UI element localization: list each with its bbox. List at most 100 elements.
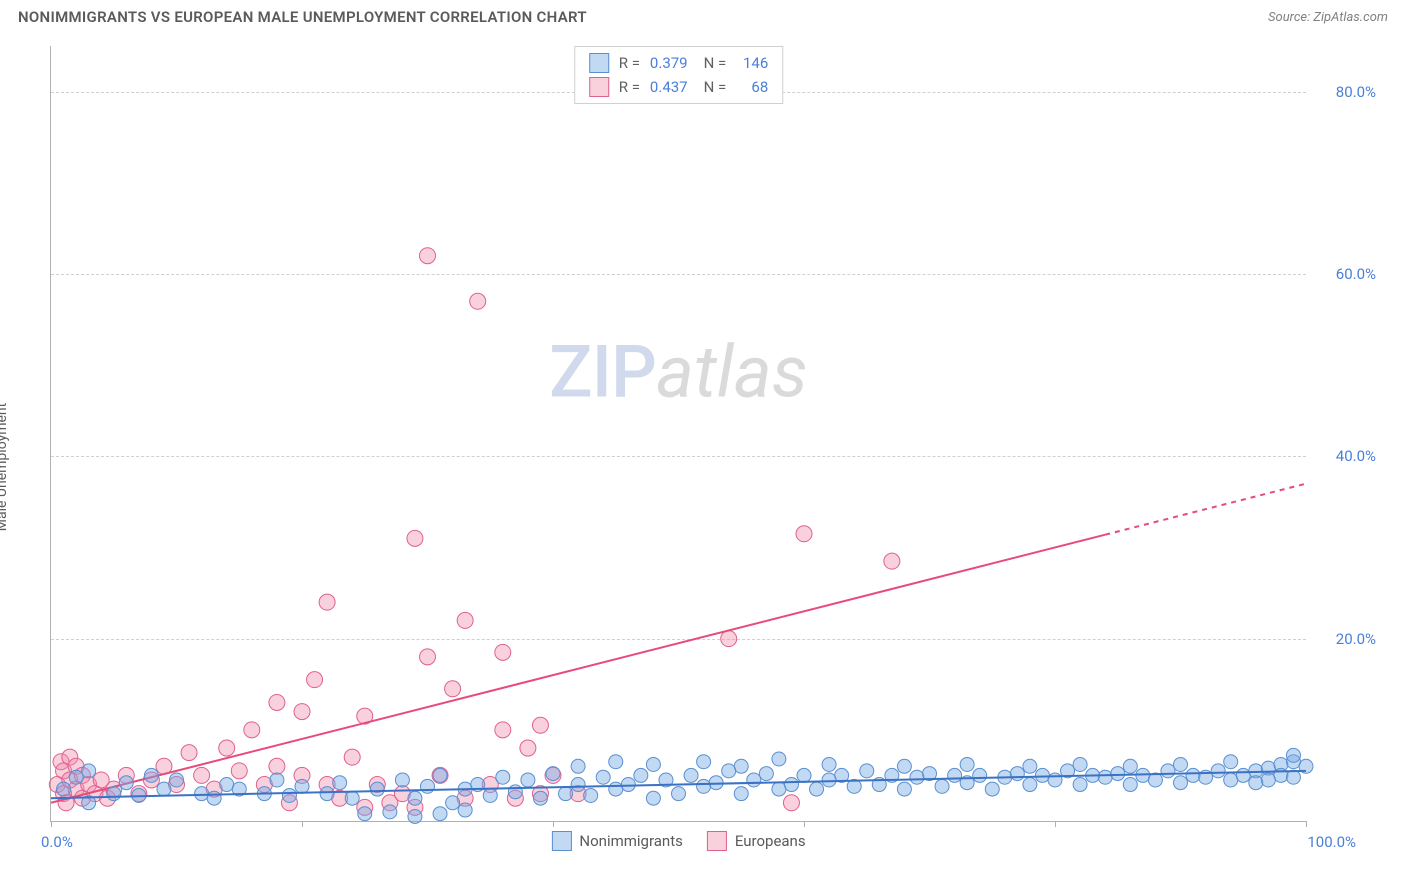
source-label: Source: ZipAtlas.com	[1268, 10, 1388, 25]
x-axis-min-label: 0.0%	[41, 833, 73, 851]
y-tick-label: 20.0%	[1316, 630, 1376, 648]
nonimmigrants-point	[722, 764, 736, 778]
nonimmigrants-point	[446, 796, 460, 810]
legend-series-label: Nonimmigrants	[579, 832, 682, 850]
nonimmigrants-point	[559, 787, 573, 801]
x-tick	[1055, 821, 1056, 827]
x-tick	[804, 821, 805, 827]
europeans-point	[445, 681, 461, 697]
nonimmigrants-point	[521, 773, 535, 787]
europeans-point	[344, 749, 360, 765]
y-tick-label: 60.0%	[1316, 265, 1376, 283]
x-tick	[553, 821, 554, 827]
nonimmigrants-point	[784, 778, 798, 792]
nonimmigrants-point	[672, 787, 686, 801]
europeans-point	[181, 745, 197, 761]
nonimmigrants-point	[960, 757, 974, 771]
nonimmigrants-point	[1286, 770, 1300, 784]
europeans-point	[319, 594, 335, 610]
nonimmigrants-point	[1161, 764, 1175, 778]
nonimmigrants-swatch	[589, 53, 609, 73]
nonimmigrants-point	[985, 782, 999, 796]
r-label: R =	[619, 78, 640, 96]
nonimmigrants-point	[282, 788, 296, 802]
chart-title: NONIMMIGRANTS VS EUROPEAN MALE UNEMPLOYM…	[18, 8, 587, 26]
nonimmigrants-point	[508, 785, 522, 799]
y-tick-label: 40.0%	[1316, 447, 1376, 465]
legend-series-item: Europeans	[707, 831, 806, 851]
nonimmigrants-point	[948, 768, 962, 782]
europeans-trendline-dashed	[1105, 484, 1306, 535]
nonimmigrants-point	[170, 773, 184, 787]
n-label: N =	[704, 54, 727, 72]
nonimmigrants-point	[584, 788, 598, 802]
nonimmigrants-point	[596, 770, 610, 784]
nonimmigrants-point	[1010, 767, 1024, 781]
nonimmigrants-point	[759, 767, 773, 781]
r-value: 0.379	[650, 54, 688, 72]
nonimmigrants-point	[383, 805, 397, 819]
nonimmigrants-point	[646, 757, 660, 771]
europeans-point	[884, 553, 900, 569]
europeans-point	[407, 530, 423, 546]
europeans-point	[269, 758, 285, 774]
nonimmigrants-point	[1048, 773, 1062, 787]
europeans-point	[194, 767, 210, 783]
nonimmigrants-point	[1098, 770, 1112, 784]
nonimmigrants-point	[345, 791, 359, 805]
nonimmigrants-point	[684, 768, 698, 782]
nonimmigrants-point	[1224, 773, 1238, 787]
scatter-svg	[51, 46, 1306, 821]
nonimmigrants-point	[1211, 764, 1225, 778]
nonimmigrants-swatch	[551, 831, 571, 851]
nonimmigrants-point	[207, 791, 221, 805]
europeans-point	[219, 740, 235, 756]
nonimmigrants-point	[860, 764, 874, 778]
nonimmigrants-point	[1123, 759, 1137, 773]
nonimmigrants-point	[697, 779, 711, 793]
europeans-point	[231, 763, 247, 779]
nonimmigrants-point	[973, 768, 987, 782]
nonimmigrants-point	[458, 803, 472, 817]
nonimmigrants-point	[1073, 757, 1087, 771]
nonimmigrants-point	[1174, 757, 1188, 771]
europeans-point	[244, 722, 260, 738]
nonimmigrants-point	[144, 768, 158, 782]
nonimmigrants-point	[433, 768, 447, 782]
nonimmigrants-point	[1286, 748, 1300, 762]
x-tick	[302, 821, 303, 827]
nonimmigrants-point	[1073, 778, 1087, 792]
nonimmigrants-point	[370, 782, 384, 796]
r-value: 0.437	[650, 78, 688, 96]
nonimmigrants-point	[734, 787, 748, 801]
nonimmigrants-point	[810, 782, 824, 796]
europeans-point	[420, 649, 436, 665]
y-axis-label: Male Unemployment	[0, 403, 10, 531]
nonimmigrants-point	[57, 782, 71, 796]
nonimmigrants-point	[646, 791, 660, 805]
nonimmigrants-point	[734, 759, 748, 773]
nonimmigrants-point	[408, 791, 422, 805]
nonimmigrants-point	[107, 787, 121, 801]
r-label: R =	[619, 54, 640, 72]
europeans-point	[294, 704, 310, 720]
nonimmigrants-point	[1174, 776, 1188, 790]
nonimmigrants-point	[897, 782, 911, 796]
europeans-point	[783, 795, 799, 811]
nonimmigrants-point	[1111, 767, 1125, 781]
nonimmigrants-point	[609, 755, 623, 769]
nonimmigrants-point	[910, 770, 924, 784]
nonimmigrants-point	[571, 759, 585, 773]
nonimmigrants-point	[1023, 778, 1037, 792]
legend-series: Nonimmigrants Europeans	[551, 831, 805, 851]
legend-correlation-row: R =0.379N =146	[589, 53, 769, 73]
legend-series-item: Nonimmigrants	[551, 831, 682, 851]
europeans-point	[532, 717, 548, 733]
europeans-point	[420, 248, 436, 264]
nonimmigrants-point	[609, 782, 623, 796]
europeans-point	[495, 644, 511, 660]
europeans-point	[721, 631, 737, 647]
europeans-point	[796, 526, 812, 542]
europeans-swatch	[707, 831, 727, 851]
nonimmigrants-point	[634, 768, 648, 782]
